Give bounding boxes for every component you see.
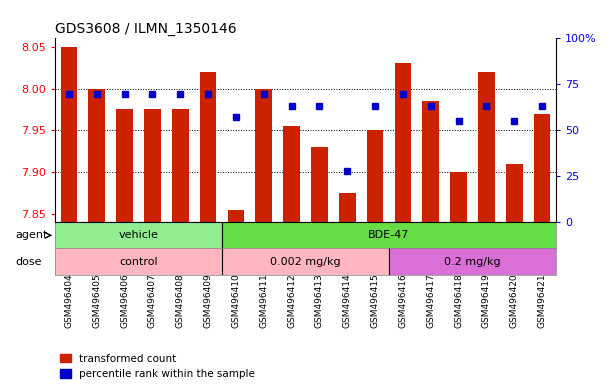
Text: BDE-47: BDE-47	[368, 230, 410, 240]
Bar	[222, 248, 389, 275]
Legend: transformed count, percentile rank within the sample: transformed count, percentile rank withi…	[60, 354, 255, 379]
Bar	[172, 109, 189, 222]
Bar	[339, 193, 356, 222]
Bar	[422, 101, 439, 222]
Bar	[389, 248, 556, 275]
Bar	[116, 109, 133, 222]
Bar	[55, 248, 222, 275]
Bar	[144, 109, 161, 222]
Bar	[367, 131, 384, 222]
Bar	[222, 222, 556, 248]
Bar	[284, 126, 300, 222]
Text: 0.002 mg/kg: 0.002 mg/kg	[270, 257, 341, 266]
Bar	[450, 172, 467, 222]
Text: 0.2 mg/kg: 0.2 mg/kg	[444, 257, 501, 266]
Bar	[60, 47, 77, 222]
Bar	[395, 63, 411, 222]
Bar	[506, 164, 522, 222]
Bar	[55, 222, 222, 248]
Bar	[89, 89, 105, 222]
Text: agent: agent	[15, 230, 48, 240]
Bar	[311, 147, 327, 222]
Bar	[227, 210, 244, 222]
Bar	[255, 89, 272, 222]
Bar	[200, 72, 216, 222]
Text: dose: dose	[15, 257, 42, 266]
Bar	[478, 72, 495, 222]
Text: control: control	[119, 257, 158, 266]
Text: GDS3608 / ILMN_1350146: GDS3608 / ILMN_1350146	[55, 22, 236, 36]
Text: vehicle: vehicle	[119, 230, 158, 240]
Bar	[534, 114, 551, 222]
